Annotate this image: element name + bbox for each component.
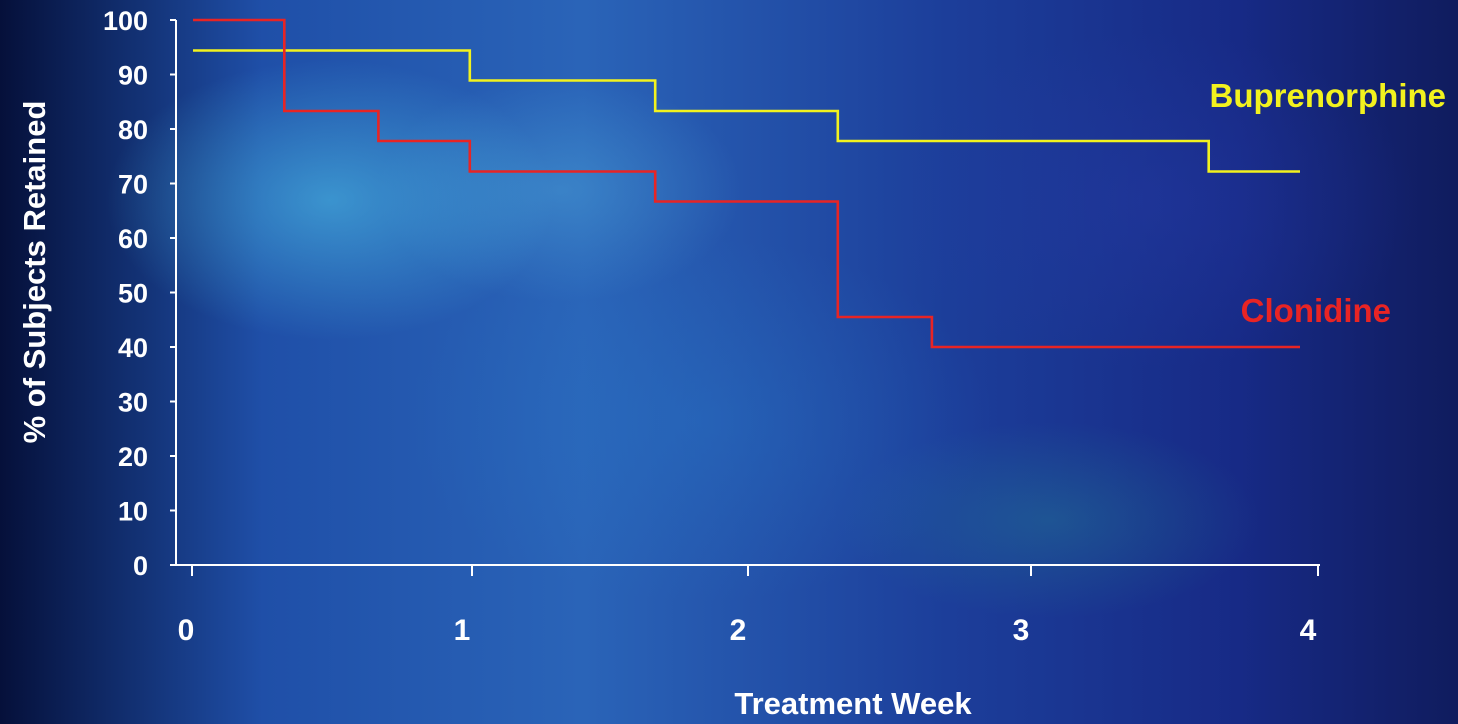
x-tick-label: 3 bbox=[1013, 614, 1030, 647]
y-tick-label: 40 bbox=[118, 333, 148, 363]
y-tick-label: 10 bbox=[118, 497, 148, 527]
axes bbox=[175, 20, 1320, 566]
y-tick-label: 100 bbox=[103, 6, 148, 36]
y-tick-label: 90 bbox=[118, 61, 148, 91]
series-line-buprenorphine bbox=[193, 49, 1300, 173]
y-tick-label: 0 bbox=[133, 551, 148, 581]
y-tick-label: 20 bbox=[118, 442, 148, 472]
series-label-clonidine: Clonidine bbox=[1241, 292, 1391, 329]
y-tick-label: 30 bbox=[118, 388, 148, 418]
x-tick-label: 2 bbox=[730, 614, 747, 647]
series-line-clonidine bbox=[193, 18, 1300, 349]
y-tick-label: 50 bbox=[118, 279, 148, 309]
y-axis-title: % of Subjects Retained bbox=[17, 101, 52, 444]
y-tick-group: 0 10 20 30 40 50 60 70 80 90 100 bbox=[103, 6, 176, 581]
x-axis-title: Treatment Week bbox=[734, 686, 972, 721]
x-tick-label: 1 bbox=[454, 614, 471, 647]
x-tick-label: 4 bbox=[1300, 614, 1317, 647]
series-group bbox=[193, 18, 1300, 349]
series-label-buprenorphine: Buprenorphine bbox=[1210, 77, 1447, 114]
x-tick-group: 0 1 2 3 4 bbox=[178, 565, 1319, 647]
y-tick-label: 60 bbox=[118, 224, 148, 254]
y-tick-label: 80 bbox=[118, 115, 148, 145]
x-tick-label: 0 bbox=[178, 614, 195, 647]
y-tick-label: 70 bbox=[118, 170, 148, 200]
